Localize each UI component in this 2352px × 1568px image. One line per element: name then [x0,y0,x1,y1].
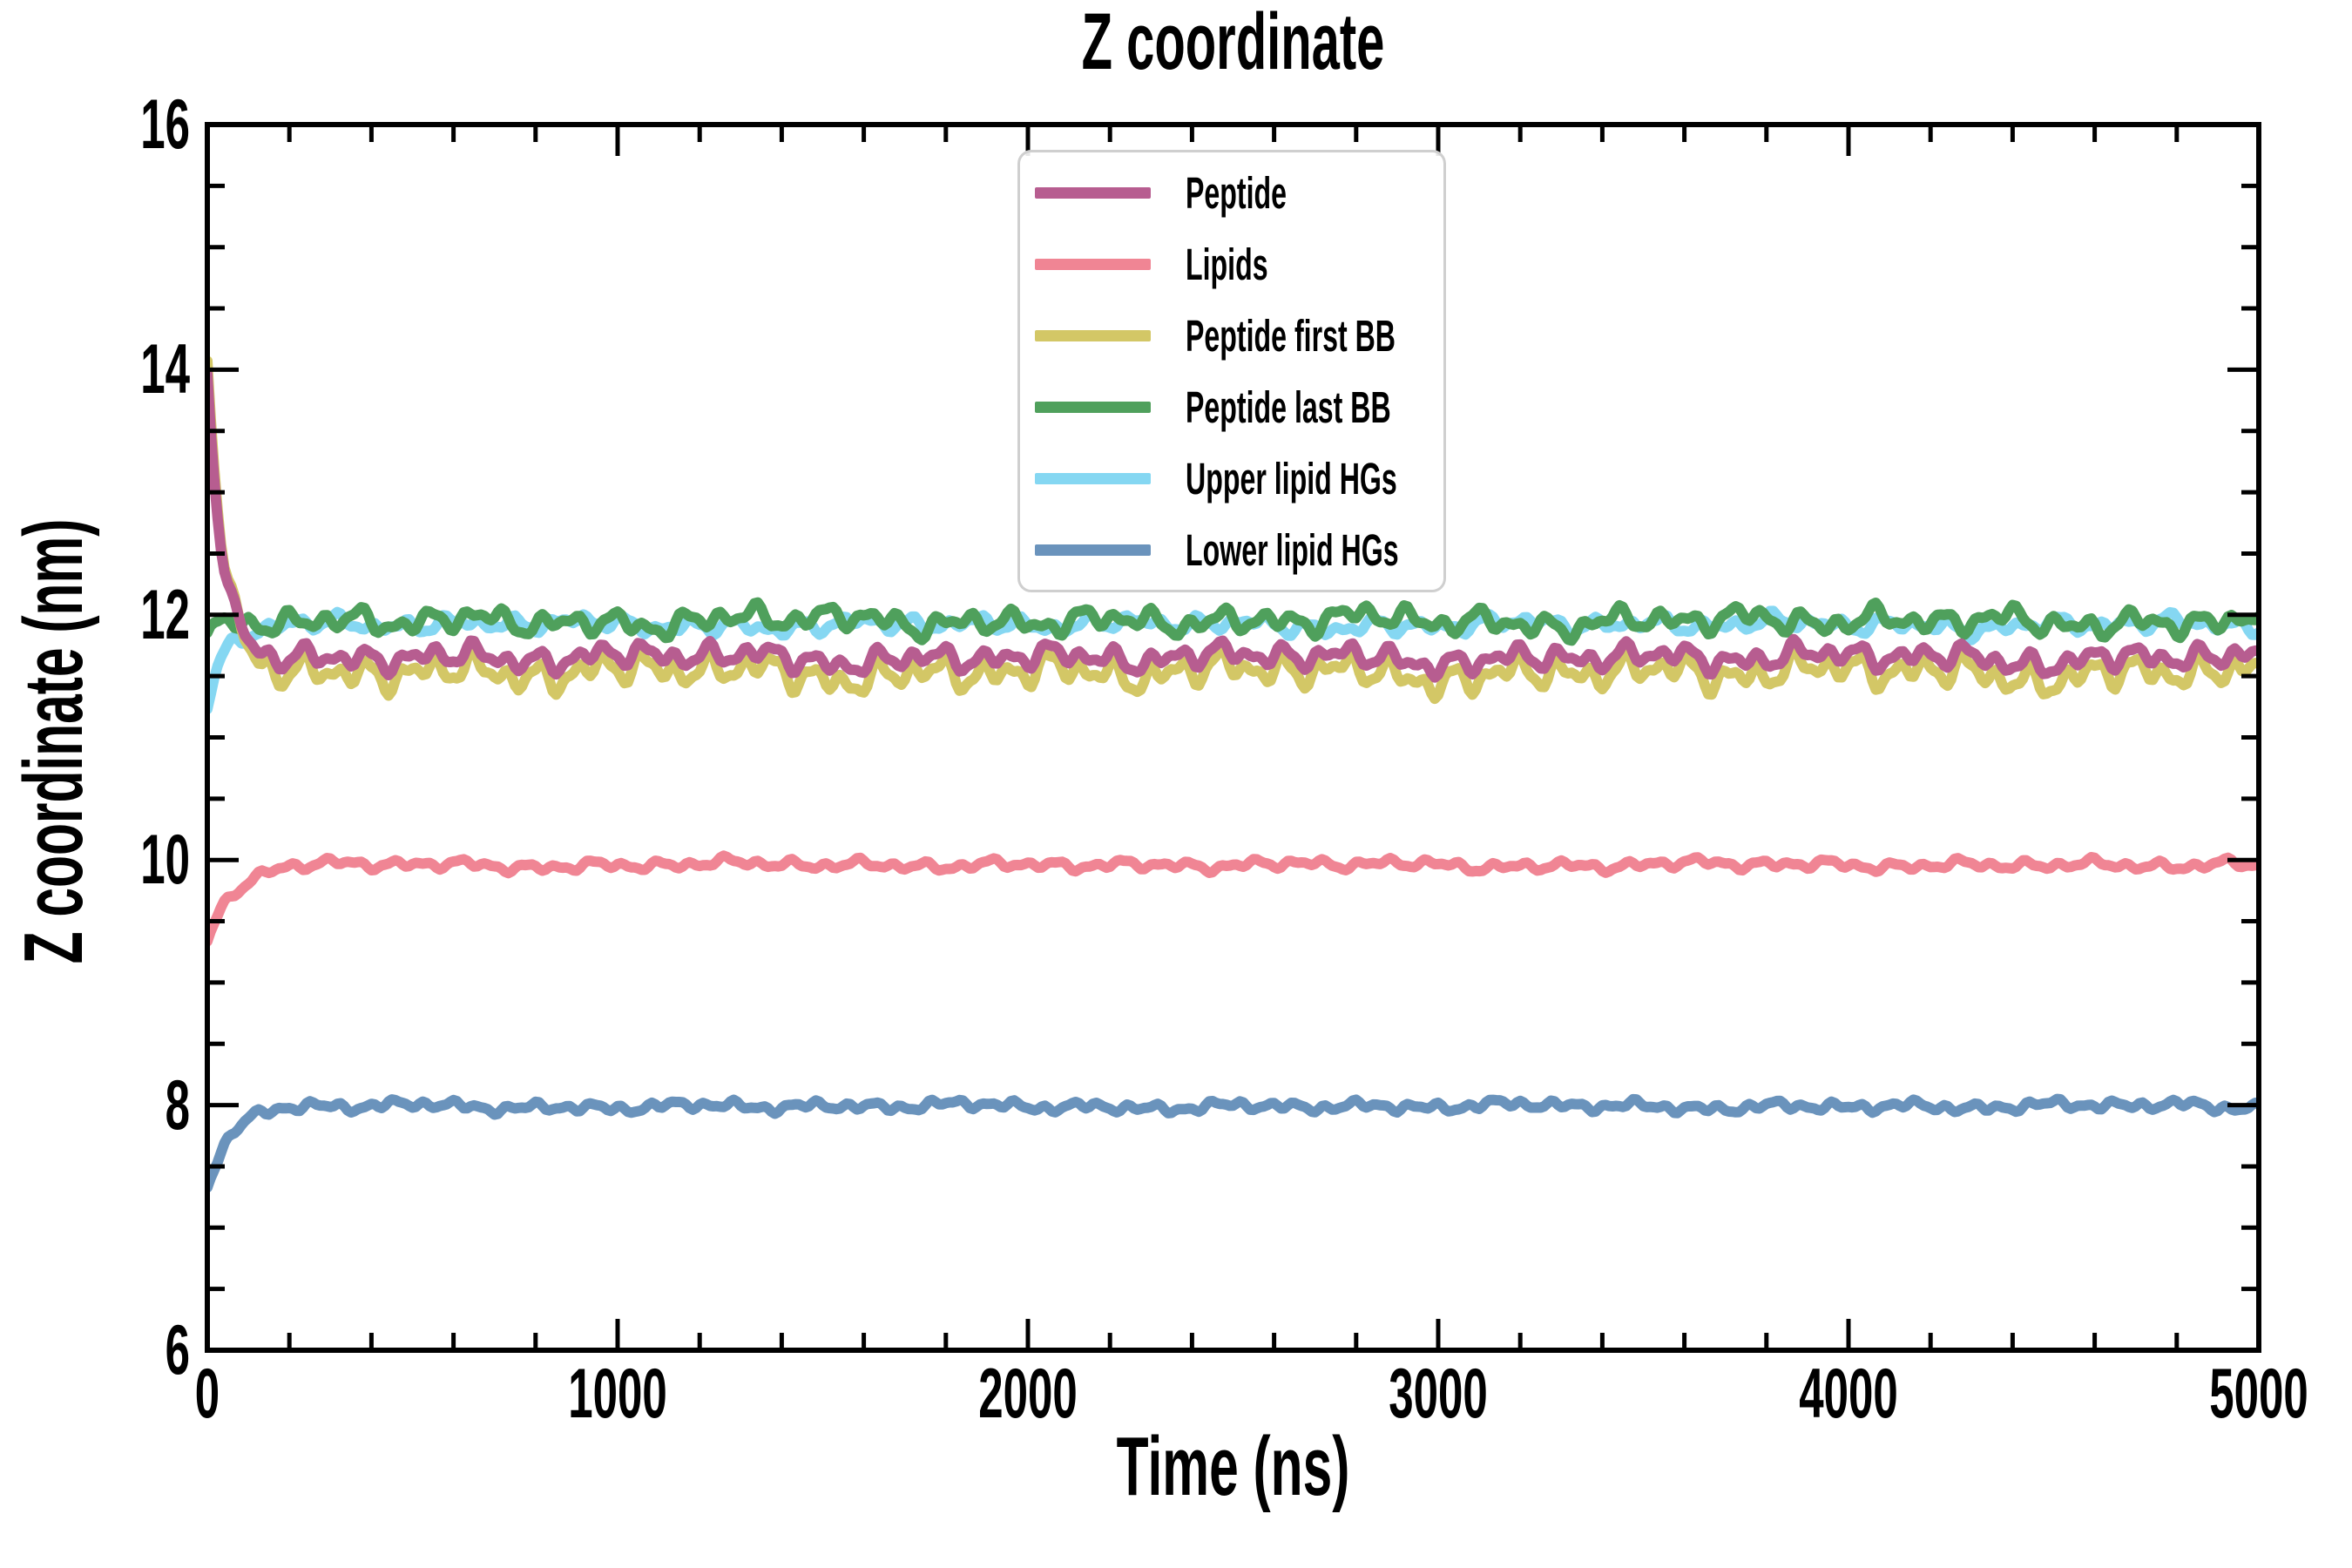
legend-label: Lower lipid HGs [1186,524,1399,575]
legend-item: Lipids [1020,229,1443,299]
y-tick-label: 12 [140,575,190,654]
legend-item: Upper lipid HGs [1020,443,1443,513]
legend-label: Lipids [1186,239,1268,289]
legend-swatch [1035,544,1151,556]
legend-label: Peptide last BB [1186,382,1391,432]
x-axis-label: Time (ns) [1116,1420,1350,1513]
series-line-peptide-first-bb [207,355,2259,705]
legend-label: Upper lipid HGs [1186,453,1397,504]
legend-swatch [1035,472,1151,484]
legend-swatch [1035,329,1151,341]
series-line-lower-lipid-hgs [207,1093,2259,1193]
x-tick-label: 4000 [1799,1355,1898,1433]
legend-item: Peptide last BB [1020,372,1443,442]
x-tick-label: 2000 [978,1355,1078,1433]
series-line-peptide [207,368,2259,683]
legend-box: Peptide Lipids Peptide first BB Peptide … [1017,150,1446,592]
series-line-lipids [207,850,2259,947]
legend-swatch [1035,258,1151,270]
y-tick-label: 10 [140,821,190,900]
y-axis-label: Z coordinate (nm) [7,518,100,964]
x-tick-label: 0 [194,1355,220,1433]
series-line-peptide-last-bb [207,597,2259,646]
legend-item: Peptide [1020,158,1443,227]
x-tick-label: 5000 [2209,1355,2308,1433]
y-tick-label: 14 [140,330,190,409]
legend-item: Peptide first BB [1020,301,1443,370]
x-tick-label: 1000 [568,1355,667,1433]
x-tick-label: 3000 [1389,1355,1488,1433]
legend-swatch [1035,401,1151,413]
y-tick-label: 8 [165,1065,190,1145]
legend-label: Peptide first BB [1186,310,1396,361]
legend-swatch [1035,186,1151,199]
y-tick-label: 16 [140,85,190,164]
legend-item: Lower lipid HGs [1020,515,1443,585]
y-tick-label: 6 [165,1311,190,1389]
axes-frame [205,122,2261,1353]
legend-label: Peptide [1186,167,1288,218]
chart-title: Z coordinate [1081,0,1385,86]
